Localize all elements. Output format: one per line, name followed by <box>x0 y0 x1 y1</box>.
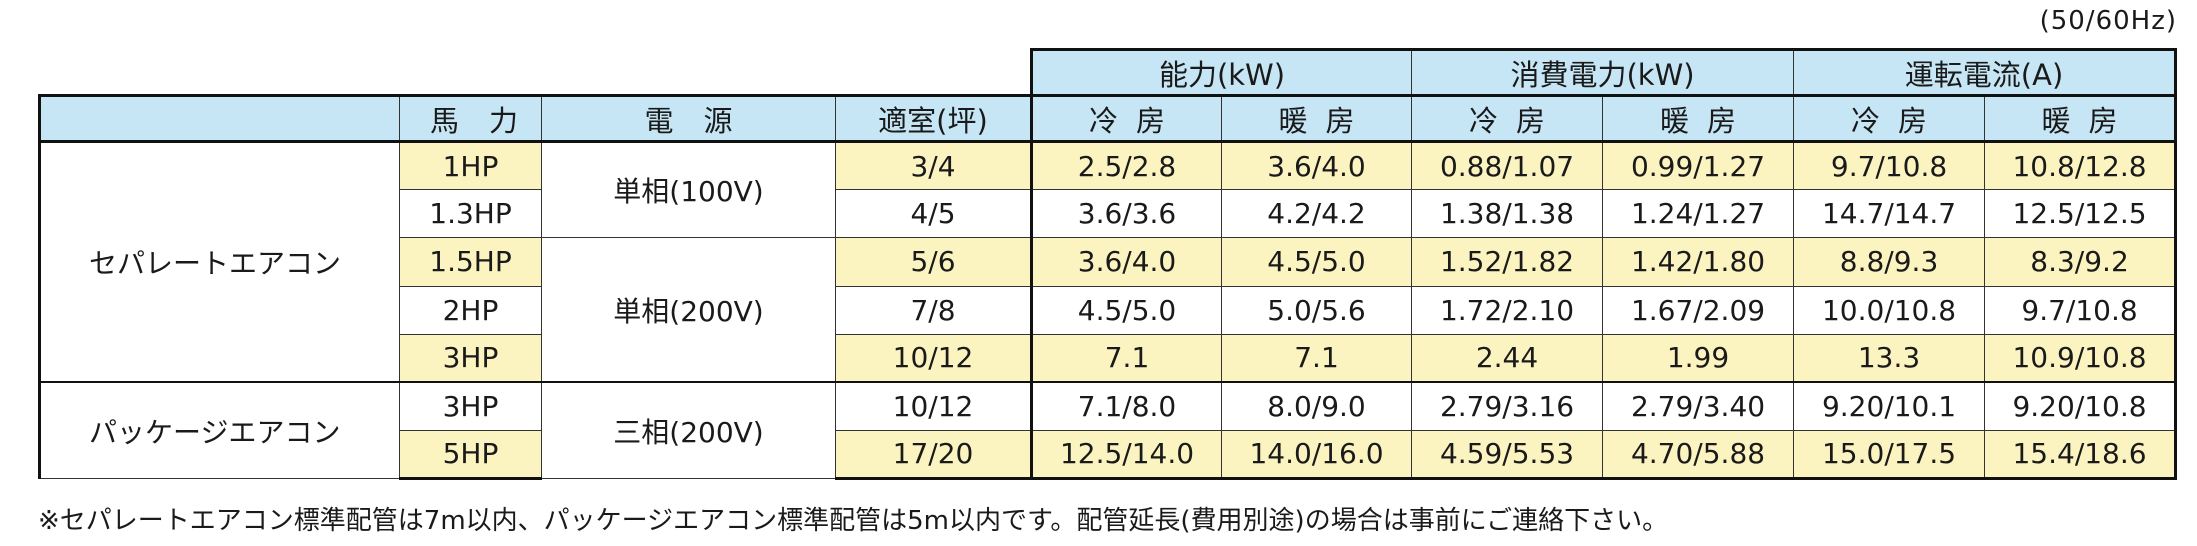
room-cell: 5/6 <box>835 237 1032 287</box>
group-header-current: 運転電流(A) <box>1793 47 2178 97</box>
power-cooling-cell: 0.88/1.07 <box>1411 141 1604 191</box>
capacity-cooling-cell: 4.5/5.0 <box>1030 285 1222 335</box>
power-heating-cell: 0.99/1.27 <box>1602 141 1795 191</box>
room-cell: 17/20 <box>835 429 1032 481</box>
hp-cell: 3HP <box>399 333 542 383</box>
capacity-heating-cell: 7.1 <box>1220 333 1413 383</box>
power-heating-cell: 1.42/1.80 <box>1602 237 1795 287</box>
header-capacity-cooling: 冷房 <box>1030 94 1222 144</box>
capacity-cooling-cell: 12.5/14.0 <box>1030 429 1222 481</box>
table-row: 3HP 10/12 7.1 7.1 2.44 1.99 13.3 10.9/10… <box>40 333 2178 383</box>
current-cooling-cell: 13.3 <box>1793 333 1986 383</box>
header-room-size: 適室(坪) <box>835 94 1032 144</box>
capacity-cooling-cell: 7.1 <box>1030 333 1222 383</box>
header-horsepower: 馬力 <box>399 94 542 144</box>
current-heating-cell: 8.3/9.2 <box>1984 237 2178 287</box>
power-cooling-cell: 1.72/2.10 <box>1411 285 1604 335</box>
capacity-cooling-cell: 2.5/2.8 <box>1030 141 1222 191</box>
hp-cell: 1.3HP <box>399 189 542 239</box>
current-cooling-cell: 9.20/10.1 <box>1793 381 1986 431</box>
current-cooling-cell: 10.0/10.8 <box>1793 285 1986 335</box>
current-cooling-cell: 8.8/9.3 <box>1793 237 1986 287</box>
capacity-heating-cell: 8.0/9.0 <box>1220 381 1413 431</box>
room-cell: 4/5 <box>835 189 1032 239</box>
power-heating-cell: 2.79/3.40 <box>1602 381 1795 431</box>
frequency-note: (50/60Hz) <box>2039 6 2177 36</box>
capacity-heating-cell: 3.6/4.0 <box>1220 141 1413 191</box>
current-heating-cell: 15.4/18.6 <box>1984 429 2178 481</box>
current-cooling-cell: 9.7/10.8 <box>1793 141 1986 191</box>
room-cell: 7/8 <box>835 285 1032 335</box>
table-row: 1.3HP 4/5 3.6/3.6 4.2/4.2 1.38/1.38 1.24… <box>40 189 2178 239</box>
current-heating-cell: 10.8/12.8 <box>1984 141 2178 191</box>
category-separate: セパレートエアコン <box>38 141 400 383</box>
header-current-cooling: 冷房 <box>1793 94 1986 144</box>
power-cooling-cell: 1.52/1.82 <box>1411 237 1604 287</box>
hp-cell: 1HP <box>399 141 542 191</box>
group-header-row: 能力(kW) 消費電力(kW) 運転電流(A) <box>40 47 2178 97</box>
group-header-blank <box>40 50 1032 96</box>
power-source-cell: 三相(200V) <box>541 381 836 480</box>
power-source-cell: 単相(100V) <box>541 141 836 239</box>
power-heating-cell: 1.24/1.27 <box>1602 189 1795 239</box>
current-heating-cell: 9.20/10.8 <box>1984 381 2178 431</box>
table-row: パッケージエアコン 3HP 三相(200V) 10/12 7.1/8.0 8.0… <box>38 381 2178 480</box>
current-heating-cell: 12.5/12.5 <box>1984 189 2178 239</box>
header-current-heating: 暖房 <box>1984 94 2178 144</box>
hp-cell: 1.5HP <box>399 237 542 287</box>
power-heating-cell: 1.67/2.09 <box>1602 285 1795 335</box>
hp-cell: 3HP <box>399 381 542 431</box>
capacity-cooling-cell: 7.1/8.0 <box>1030 381 1222 431</box>
current-cooling-cell: 14.7/14.7 <box>1793 189 1986 239</box>
power-source-cell: 単相(200V) <box>541 237 836 383</box>
group-header-capacity: 能力(kW) <box>1029 47 1413 97</box>
capacity-cooling-cell: 3.6/4.0 <box>1030 237 1222 287</box>
header-power-cooling: 冷房 <box>1411 94 1604 144</box>
power-cooling-cell: 2.79/3.16 <box>1411 381 1604 431</box>
table-row: 5HP 17/20 12.5/14.0 14.0/16.0 4.59/5.53 … <box>40 429 2178 481</box>
table-row: 2HP 7/8 4.5/5.0 5.0/5.6 1.72/2.10 1.67/2… <box>40 285 2178 335</box>
header-capacity-heating: 暖房 <box>1220 94 1413 144</box>
power-heating-cell: 1.99 <box>1602 333 1795 383</box>
capacity-cooling-cell: 3.6/3.6 <box>1030 189 1222 239</box>
power-heating-cell: 4.70/5.88 <box>1602 429 1795 481</box>
footnote: ※セパレートエアコン標準配管は7m以内、パッケージエアコン標準配管は5m以内です… <box>38 506 1669 536</box>
header-power-source: 電源 <box>541 94 836 144</box>
room-cell: 10/12 <box>835 381 1032 431</box>
capacity-heating-cell: 14.0/16.0 <box>1220 429 1413 481</box>
room-cell: 10/12 <box>835 333 1032 383</box>
power-cooling-cell: 1.38/1.38 <box>1411 189 1604 239</box>
group-header-power: 消費電力(kW) <box>1411 47 1795 97</box>
current-heating-cell: 10.9/10.8 <box>1984 333 2178 383</box>
current-heating-cell: 9.7/10.8 <box>1984 285 2178 335</box>
category-package: パッケージエアコン <box>38 381 400 480</box>
aircon-spec-table: 能力(kW) 消費電力(kW) 運転電流(A) 馬力 電源 適室(坪) 冷房 暖… <box>38 47 2178 481</box>
current-cooling-cell: 15.0/17.5 <box>1793 429 1986 481</box>
power-cooling-cell: 2.44 <box>1411 333 1604 383</box>
power-cooling-cell: 4.59/5.53 <box>1411 429 1604 481</box>
capacity-heating-cell: 4.5/5.0 <box>1220 237 1413 287</box>
header-blank <box>38 94 400 144</box>
capacity-heating-cell: 5.0/5.6 <box>1220 285 1413 335</box>
header-power-heating: 暖房 <box>1602 94 1795 144</box>
room-cell: 3/4 <box>835 141 1032 191</box>
hp-cell: 5HP <box>399 429 542 481</box>
column-header-row: 馬力 電源 適室(坪) 冷房 暖房 冷房 暖房 冷房 暖房 <box>38 94 2178 144</box>
hp-cell: 2HP <box>399 285 542 335</box>
capacity-heating-cell: 4.2/4.2 <box>1220 189 1413 239</box>
table-row: セパレートエアコン 1HP 単相(100V) 3/4 2.5/2.8 3.6/4… <box>38 141 2178 383</box>
